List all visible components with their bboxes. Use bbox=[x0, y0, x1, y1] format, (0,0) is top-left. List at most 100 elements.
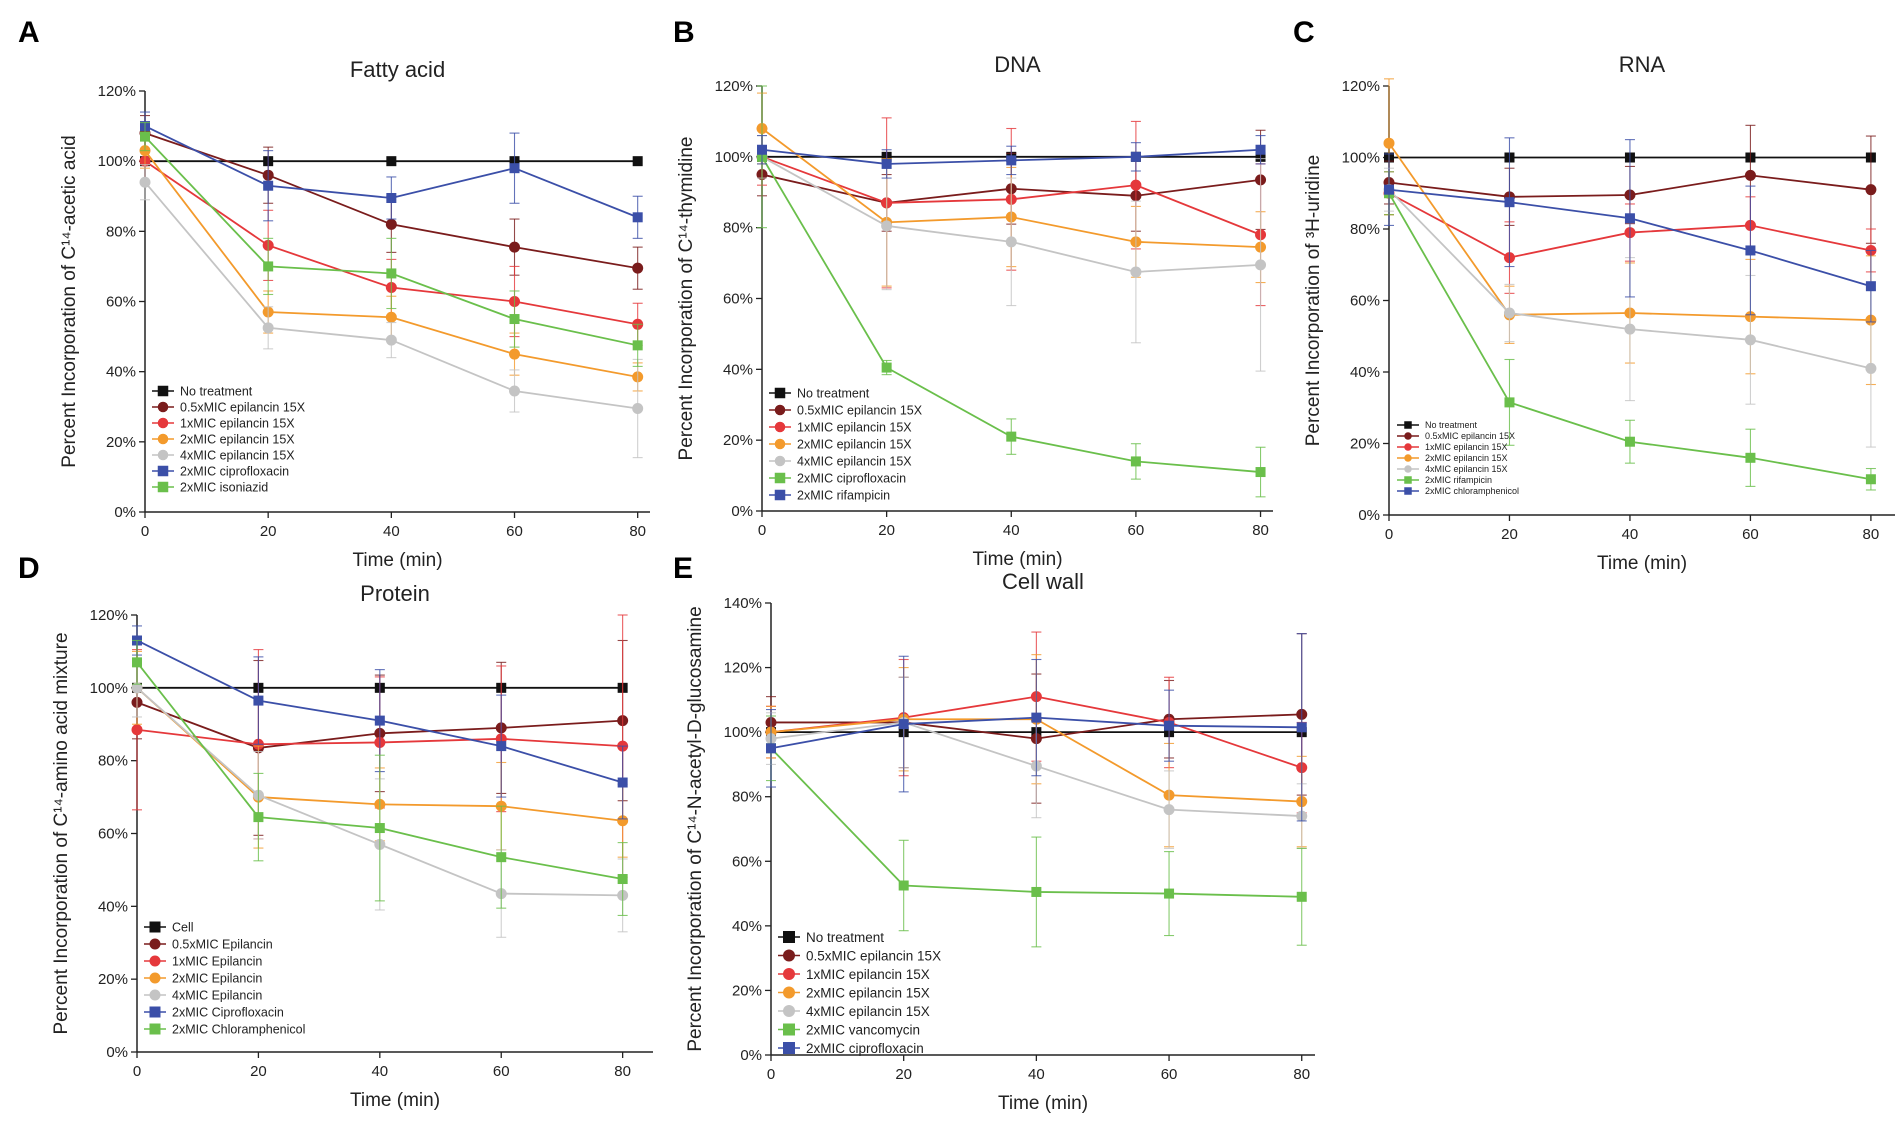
legend: Cell 0.5xMIC Epilancin 1xMIC Epilancin 2xMI… bbox=[144, 921, 305, 1037]
y-tick-label: 60% bbox=[732, 853, 762, 870]
y-tick-label: 60% bbox=[1350, 293, 1380, 310]
data-point bbox=[131, 682, 143, 694]
panel-d: D Protein 0% 20% 40% 60% 80% 100% 120% 0 20 40 60 80 T… bbox=[18, 552, 653, 1111]
x-tick-label: 60 bbox=[1742, 526, 1759, 543]
data-point bbox=[898, 880, 909, 891]
y-tick-label: 40% bbox=[106, 364, 136, 381]
legend-marker bbox=[1404, 443, 1412, 451]
data-point bbox=[1130, 266, 1142, 278]
data-point bbox=[496, 852, 507, 863]
y-axis-label: Percent Incorporation of C¹⁴-thymidine bbox=[676, 137, 697, 461]
legend-label: 2xMIC epilancin 15X bbox=[180, 433, 295, 447]
y-tick-label: 20% bbox=[732, 982, 762, 999]
legend: No treatment 0.5xMIC epilancin 15X 1xMIC e… bbox=[778, 930, 941, 1056]
legend-label: No treatment bbox=[1425, 420, 1478, 430]
legend-marker bbox=[1404, 421, 1412, 429]
legend-marker bbox=[774, 455, 786, 467]
data-point bbox=[766, 743, 776, 754]
x-tick-label: 40 bbox=[1622, 526, 1639, 543]
legend-marker bbox=[774, 404, 786, 416]
series-5 bbox=[757, 85, 1266, 498]
y-tick-label: 20% bbox=[723, 432, 753, 449]
legend-label: 2xMIC epilancin 15X bbox=[806, 985, 930, 1000]
x-tick-label: 80 bbox=[1252, 522, 1269, 539]
data-point bbox=[496, 741, 507, 752]
legend-label: 0.5xMIC epilancin 15X bbox=[1425, 431, 1515, 441]
legend-label: 2xMIC ciprofloxacin bbox=[806, 1041, 924, 1056]
x-tick-label: 0 bbox=[758, 522, 766, 539]
legend-marker bbox=[157, 433, 169, 445]
x-axis-label: Time (min) bbox=[352, 550, 442, 571]
x-tick-label: 80 bbox=[1293, 1066, 1310, 1083]
data-point bbox=[262, 322, 274, 334]
legend-marker bbox=[157, 449, 169, 461]
y-tick-label: 0% bbox=[106, 1044, 128, 1061]
data-point bbox=[374, 715, 385, 726]
legend-label: No treatment bbox=[797, 387, 870, 401]
legend-label: 2xMIC Ciprofloxacin bbox=[172, 1006, 284, 1020]
data-point bbox=[1384, 184, 1394, 195]
legend-label: No treatment bbox=[806, 930, 884, 945]
y-tick-label: 40% bbox=[732, 918, 762, 935]
data-point bbox=[1130, 151, 1141, 162]
legend-marker bbox=[157, 417, 169, 429]
legend-marker bbox=[774, 438, 786, 450]
data-point bbox=[1504, 197, 1515, 208]
data-point bbox=[1504, 397, 1515, 408]
legend-marker bbox=[157, 385, 169, 397]
legend-label: 2xMIC epilancin 15X bbox=[797, 438, 912, 452]
legend-marker bbox=[157, 401, 169, 413]
y-tick-label: 0% bbox=[740, 1047, 762, 1064]
x-axis-label: Time (min) bbox=[972, 549, 1062, 570]
legend-marker bbox=[149, 921, 161, 933]
data-point bbox=[386, 268, 397, 279]
data-point bbox=[1130, 179, 1142, 191]
data-point bbox=[386, 156, 397, 167]
x-axis-label: Time (min) bbox=[998, 1093, 1088, 1114]
y-tick-label: 80% bbox=[723, 220, 753, 237]
legend-label: 2xMIC rifampicin bbox=[1425, 475, 1492, 485]
data-point bbox=[131, 724, 143, 736]
data-point bbox=[632, 156, 643, 167]
y-tick-label: 0% bbox=[114, 504, 136, 521]
series-6 bbox=[132, 639, 628, 916]
series-6 bbox=[1384, 137, 1876, 323]
data-point bbox=[509, 241, 521, 253]
legend-label: Cell bbox=[172, 921, 194, 935]
x-tick-label: 80 bbox=[629, 523, 646, 540]
legend-label: 2xMIC ciprofloxacin bbox=[180, 465, 289, 479]
data-point bbox=[1006, 431, 1017, 442]
legend-label: 1xMIC epilancin 15X bbox=[797, 421, 912, 435]
x-axis-label: Time (min) bbox=[1597, 553, 1687, 574]
x-tick-label: 60 bbox=[1128, 522, 1145, 539]
data-point bbox=[617, 815, 629, 827]
legend-label: 1xMIC epilancin 15X bbox=[1425, 442, 1508, 452]
legend-marker bbox=[149, 938, 161, 950]
y-tick-label: 20% bbox=[98, 971, 128, 988]
legend-label: 4xMIC epilancin 15X bbox=[806, 1004, 930, 1019]
chart-title: Protein bbox=[360, 581, 430, 606]
legend-marker bbox=[1404, 454, 1412, 462]
series-6 bbox=[140, 122, 643, 367]
panel-a: A Fatty acid 0% 20% 40% 60% 80% 100% 120% 0 20 40 60… bbox=[18, 16, 650, 571]
legend-label: 2xMIC Chloramphenicol bbox=[172, 1023, 305, 1037]
x-tick-label: 0 bbox=[767, 1066, 775, 1083]
y-tick-label: 120% bbox=[1342, 78, 1380, 95]
y-tick-label: 100% bbox=[724, 724, 762, 741]
x-tick-label: 20 bbox=[895, 1066, 912, 1083]
y-tick-label: 140% bbox=[724, 595, 762, 612]
legend: No treatment 0.5xMIC epilancin 15X 1xMIC e… bbox=[152, 385, 306, 495]
x-tick-label: 40 bbox=[1028, 1066, 1045, 1083]
data-point bbox=[1624, 213, 1635, 224]
y-axis-label: Percent Incorporation of C¹⁴-N-acetyl-D-… bbox=[685, 606, 706, 1051]
y-tick-label: 60% bbox=[723, 291, 753, 308]
y-tick-label: 0% bbox=[731, 503, 753, 520]
y-tick-label: 100% bbox=[90, 680, 128, 697]
x-axis-label: Time (min) bbox=[350, 1090, 440, 1111]
data-point bbox=[385, 311, 397, 323]
x-tick-label: 20 bbox=[250, 1063, 267, 1080]
y-tick-label: 100% bbox=[1342, 150, 1380, 167]
x-tick-label: 80 bbox=[614, 1063, 631, 1080]
x-tick-label: 60 bbox=[506, 523, 523, 540]
legend-label: 0.5xMIC Epilancin bbox=[172, 938, 273, 952]
